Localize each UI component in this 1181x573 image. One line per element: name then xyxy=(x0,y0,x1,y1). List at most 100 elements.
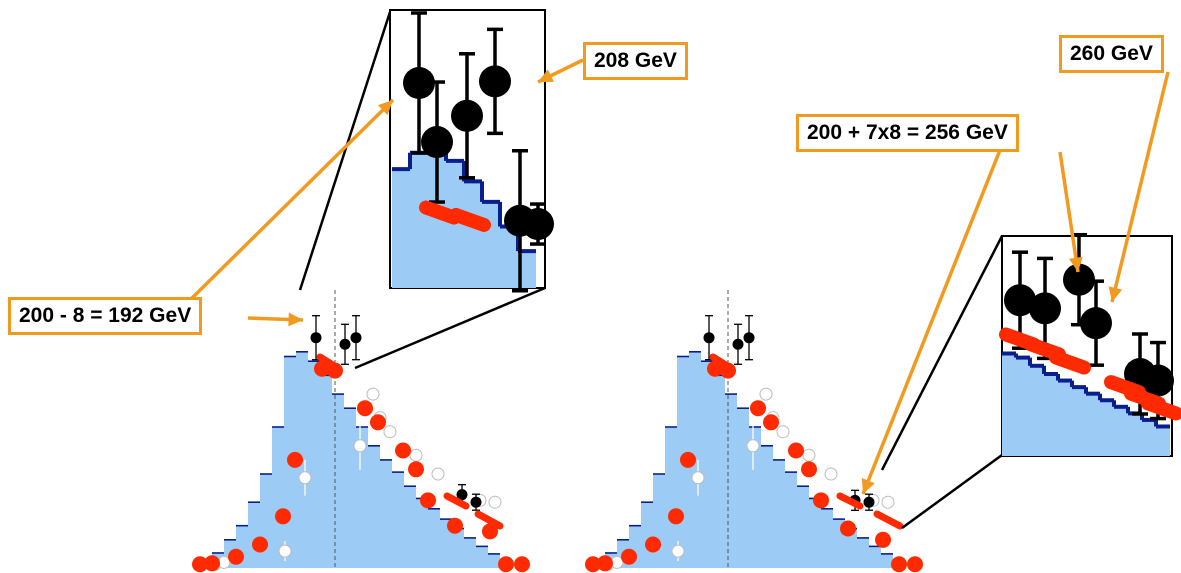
red-point xyxy=(750,400,766,417)
inset-black-point xyxy=(1029,292,1061,325)
left-main-plot xyxy=(192,290,530,573)
red-point xyxy=(370,414,386,431)
inset-black-point xyxy=(1004,284,1036,317)
red-point xyxy=(420,492,436,509)
inset-red-segment xyxy=(449,207,491,232)
red-segment xyxy=(474,510,504,530)
red-point xyxy=(482,523,498,540)
open-point xyxy=(881,495,895,509)
red-point xyxy=(498,556,514,573)
inset-red-segment xyxy=(1141,396,1181,421)
right-main-plot xyxy=(585,290,923,573)
open-point xyxy=(746,439,760,453)
inset-histogram-fill xyxy=(1002,353,1170,456)
connector-line xyxy=(880,235,1004,471)
inset-black-point xyxy=(451,99,483,132)
red-point xyxy=(597,555,613,572)
red-point xyxy=(447,517,463,534)
open-point xyxy=(776,425,790,439)
label-256-gev: 200 + 7x8 = 256 GeV xyxy=(796,114,1019,152)
inset-black-point xyxy=(1142,364,1174,397)
histogram-fill xyxy=(593,351,905,568)
red-point xyxy=(621,548,637,565)
black-point xyxy=(703,332,715,344)
red-segment xyxy=(709,353,733,371)
inset-black-point xyxy=(403,67,435,99)
red-point xyxy=(395,442,411,459)
inset-black-point xyxy=(1080,307,1112,340)
open-point xyxy=(691,471,705,485)
red-point xyxy=(252,536,268,553)
red-point xyxy=(192,556,208,573)
histogram-fill xyxy=(200,351,512,568)
open-point xyxy=(409,448,423,462)
red-point xyxy=(585,556,601,573)
callout-arrow-head xyxy=(538,69,554,82)
red-point xyxy=(788,442,804,459)
open-point xyxy=(759,387,773,401)
inset-red-segment xyxy=(1049,350,1091,375)
label-208-gev: 208 GeV xyxy=(583,42,688,80)
connector-line xyxy=(901,453,1003,530)
red-point xyxy=(514,556,530,573)
black-point xyxy=(456,489,468,501)
open-point xyxy=(488,495,502,509)
black-point xyxy=(339,338,351,350)
zoom-connectors xyxy=(298,11,1004,530)
open-point xyxy=(431,467,445,481)
red-point xyxy=(907,556,923,573)
red-point xyxy=(763,414,779,431)
red-point xyxy=(204,555,220,572)
red-point xyxy=(840,520,856,537)
open-point xyxy=(383,425,397,439)
red-point xyxy=(408,461,424,478)
connector-line xyxy=(298,11,392,291)
open-point xyxy=(353,439,367,453)
black-point xyxy=(350,332,362,344)
red-point xyxy=(645,536,661,553)
red-point xyxy=(228,548,244,565)
red-point xyxy=(287,451,303,468)
red-segment xyxy=(873,510,904,530)
callout-arrow-head xyxy=(377,100,393,116)
red-point xyxy=(357,400,373,417)
callout-arrow-head xyxy=(1068,256,1083,272)
black-point xyxy=(470,496,482,508)
open-point xyxy=(298,471,312,485)
label-260-gev: 260 GeV xyxy=(1059,35,1164,73)
red-point xyxy=(891,556,907,573)
black-point xyxy=(310,332,322,344)
open-point xyxy=(366,387,380,401)
callout-arrow-shaft xyxy=(1058,151,1080,273)
red-point xyxy=(668,508,684,525)
red-point xyxy=(875,531,891,548)
callout-arrow-shaft xyxy=(861,149,1002,495)
black-point xyxy=(743,332,755,344)
red-point xyxy=(801,461,817,478)
black-point xyxy=(863,496,875,508)
black-point xyxy=(732,338,744,350)
inset-black-point xyxy=(522,208,554,241)
inset-black-point xyxy=(421,126,453,159)
callout-arrow-head xyxy=(861,478,875,494)
callout-arrow-head xyxy=(288,312,303,327)
callout-arrows xyxy=(188,58,1170,495)
callout-arrow-head xyxy=(1108,286,1123,302)
red-segment xyxy=(316,353,340,371)
open-point xyxy=(824,467,838,481)
red-point xyxy=(275,508,291,525)
right-zoom-inset xyxy=(999,232,1181,457)
inset-black-point xyxy=(1063,263,1095,296)
red-segment xyxy=(836,492,864,510)
open-point xyxy=(278,544,292,558)
red-point xyxy=(813,492,829,509)
connector-line xyxy=(354,286,546,370)
callout-arrow-shaft xyxy=(1110,71,1170,303)
red-point xyxy=(680,451,696,468)
left-zoom-inset xyxy=(389,9,554,293)
callout-arrow-shaft xyxy=(188,98,395,302)
inset-black-point xyxy=(479,65,511,98)
red-segment xyxy=(443,492,470,510)
label-192-gev: 200 - 8 = 192 GeV xyxy=(8,297,203,335)
